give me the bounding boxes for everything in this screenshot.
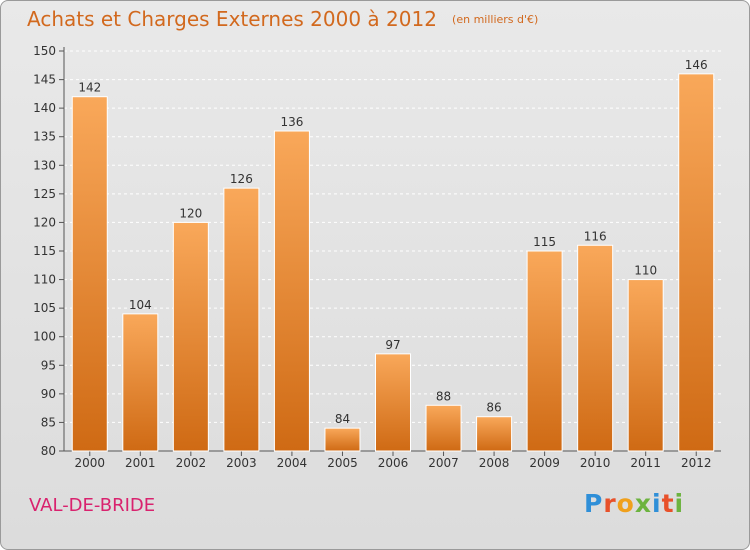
bar [577,244,614,452]
chart-title-block: Achats et Charges Externes 2000 à 2012 (… [27,7,538,31]
bar-value-label: 136 [280,115,303,129]
bar-value-label: 86 [486,401,501,415]
x-tick-label: 2000 [74,456,105,470]
y-tick-label: 115 [33,244,56,258]
y-tick-label: 90 [41,387,56,401]
y-tick-label: 130 [33,158,56,172]
logo-letter: P [584,489,604,518]
bar-value-label: 115 [533,235,556,249]
logo-letter: t [661,489,675,518]
y-tick-label: 135 [33,130,56,144]
axes: 80 85 90 95 100 105 110 115 120 125 130 135 140 145 15… [33,44,721,470]
bar-value-label: 146 [685,58,708,72]
data-labels: 142 104 120 126 136 84 97 88 86 115 116 110 146 [78,58,707,426]
y-tick-label: 100 [33,330,56,344]
x-tick-label: 2008 [479,456,510,470]
bar [425,404,462,452]
y-tick-label: 80 [41,444,56,458]
y-tick-label: 140 [33,101,56,115]
bar-value-label: 97 [385,338,400,352]
bar [526,250,563,452]
bar [678,73,715,452]
x-tick-label: 2007 [428,456,459,470]
logo-letter: o [616,489,635,518]
bar-value-label: 104 [129,298,152,312]
x-tick-label: 2011 [630,456,661,470]
y-tick-label: 110 [33,273,56,287]
bar-value-label: 110 [634,264,657,278]
x-tick-label: 2001 [125,456,156,470]
bar-value-label: 142 [78,81,101,95]
bar [223,187,260,452]
x-tick-label: 2009 [529,456,560,470]
bar [324,427,361,452]
y-tick-label: 125 [33,187,56,201]
y-tick-label: 85 [41,415,56,429]
x-tick-label: 2003 [226,456,257,470]
bar [627,279,664,452]
chart-subtitle: (en milliers d'€) [452,13,539,26]
y-tick-label: 105 [33,301,56,315]
bars [71,73,715,452]
bar [122,313,159,452]
x-tick-label: 2004 [277,456,308,470]
proxiti-logo[interactable]: Proxiti [584,489,684,518]
bar [273,130,310,452]
x-tick-label: 2012 [681,456,712,470]
chart-title: Achats et Charges Externes 2000 à 2012 [27,7,437,31]
bar-value-label: 120 [179,206,202,220]
x-tick-label: 2002 [176,456,207,470]
logo-letter: x [634,489,652,518]
y-tick-label: 150 [33,44,56,58]
bar [476,416,513,452]
logo-letter: i [674,489,685,518]
y-tick-label: 120 [33,215,56,229]
bar-value-label: 84 [335,412,350,426]
bar-value-label: 116 [584,229,607,243]
y-tick-label: 95 [41,358,56,372]
x-tick-label: 2006 [378,456,409,470]
logo-letter: i [652,489,662,518]
logo-letter: r [603,489,617,518]
x-tick-label: 2010 [580,456,611,470]
bar [172,221,209,452]
bar-value-label: 126 [230,172,253,186]
bar-value-label: 88 [436,389,451,403]
bar [71,96,108,452]
bar [375,353,411,452]
x-tick-label: 2005 [327,456,358,470]
place-name: VAL-DE-BRIDE [29,495,156,516]
y-tick-label: 145 [33,73,56,87]
